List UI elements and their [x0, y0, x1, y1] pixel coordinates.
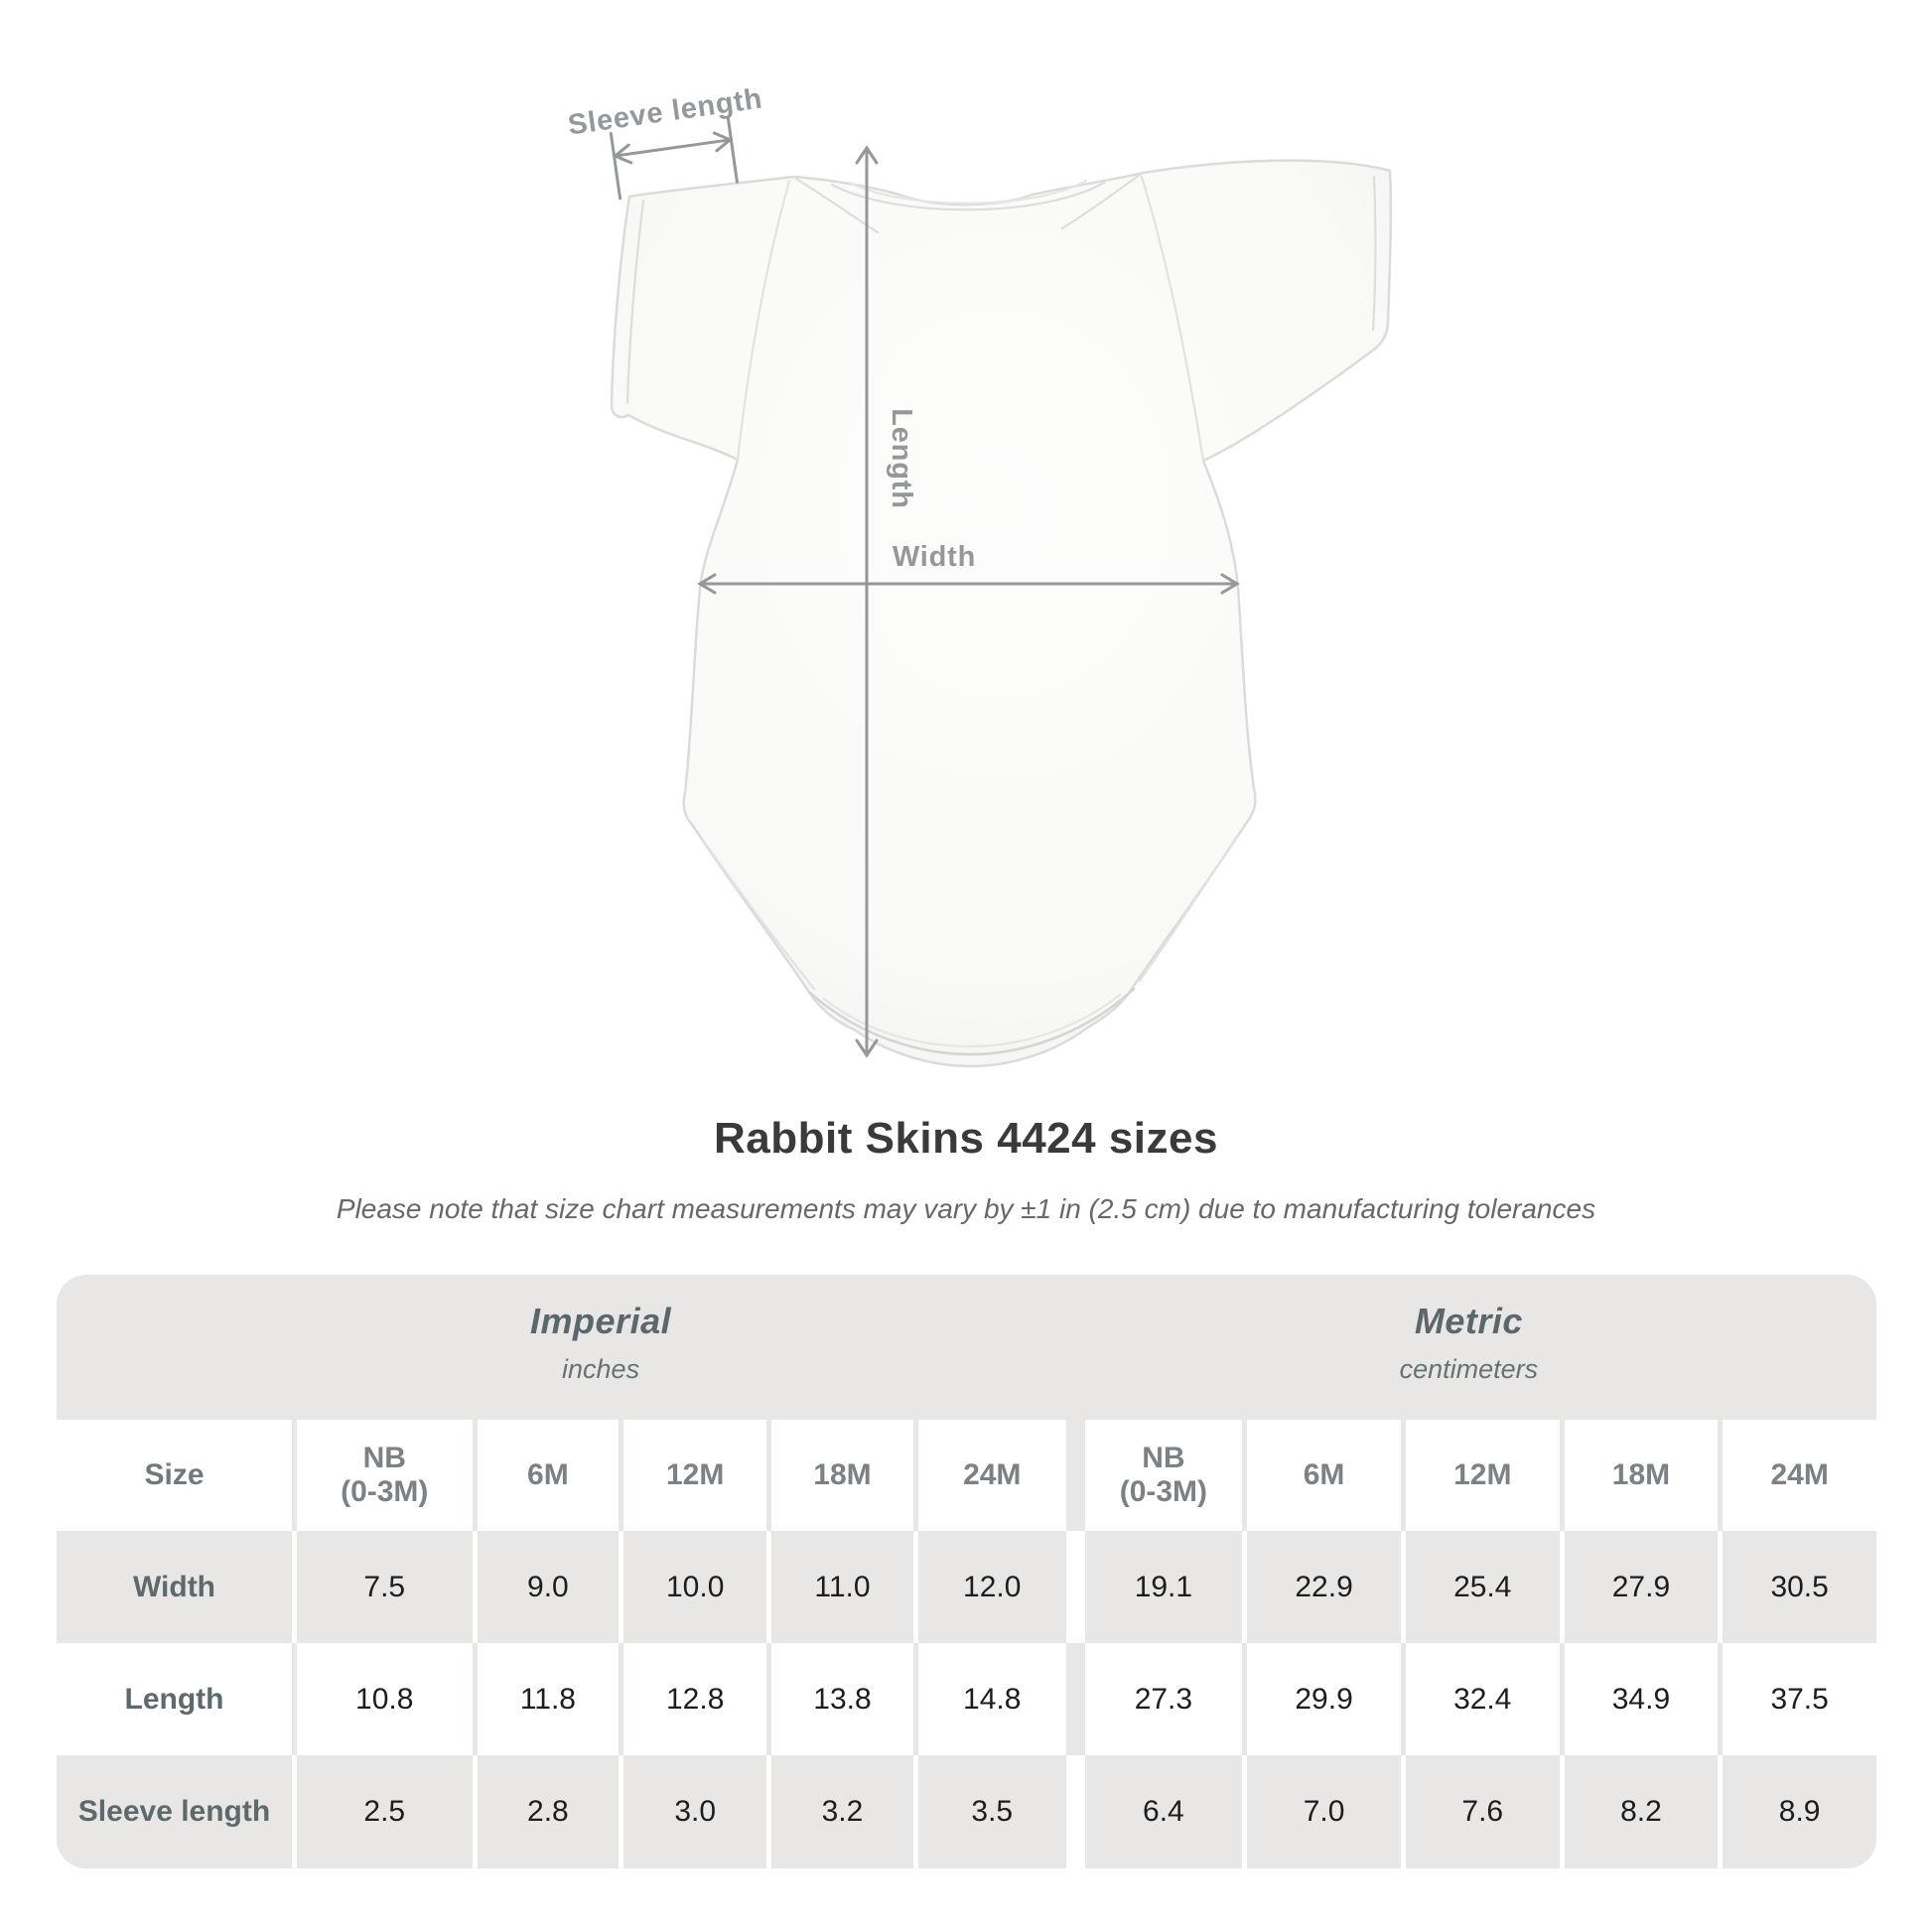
measurement-value: 19.1: [1084, 1531, 1243, 1643]
table-row-length: Length 10.8 11.8 12.8 13.8 14.8 27.3 29.9 32.4 34…: [57, 1643, 1876, 1755]
width-annotation: Width: [697, 541, 1240, 595]
section-gap: [1071, 1420, 1080, 1531]
measurement-value: 14.8: [917, 1643, 1066, 1755]
sleeve-length-arrow: [609, 115, 739, 201]
size-column-header: 18M: [771, 1420, 913, 1531]
size-column-header: 6M: [1247, 1420, 1401, 1531]
page-title: Rabbit Skins 4424 sizes: [714, 1114, 1218, 1163]
measurement-value: 6.4: [1084, 1755, 1243, 1868]
measurement-value: 3.0: [623, 1755, 767, 1868]
imperial-subtitle: inches: [562, 1354, 640, 1384]
measurement-value: 27.3: [1084, 1643, 1243, 1755]
measurement-value: 3.5: [917, 1755, 1066, 1868]
metric-subtitle: centimeters: [1399, 1354, 1539, 1384]
sleeve-length-label: Sleeve length: [566, 82, 764, 141]
section-gap: [1071, 1755, 1080, 1868]
measurement-value: 37.5: [1723, 1643, 1876, 1755]
table-row-width: Width 7.5 9.0 10.0 11.0 12.0 19.1 22.9 25.4 27.9 3…: [57, 1531, 1876, 1643]
measurement-value: 34.9: [1564, 1643, 1719, 1755]
measurement-value: 8.9: [1723, 1755, 1876, 1868]
measurement-value: 2.8: [477, 1755, 620, 1868]
measurement-value: 11.0: [771, 1531, 913, 1643]
measurement-value: 9.0: [477, 1531, 620, 1643]
section-gap: [1071, 1531, 1080, 1643]
size-column-header: 18M: [1564, 1420, 1719, 1531]
sleeve-length-annotation: Sleeve length: [566, 82, 764, 201]
metric-section-header: Metric centimeters: [1400, 1301, 1539, 1385]
measurement-value: 10.8: [297, 1643, 473, 1755]
row-label: Width: [57, 1531, 292, 1643]
measurement-value: 2.5: [297, 1755, 473, 1868]
measurement-value: 12.0: [917, 1531, 1066, 1643]
measurement-value: 29.9: [1247, 1643, 1401, 1755]
table-row-sleeve-length: Sleeve length 2.5 2.8 3.0 3.2 3.5 6.4 7.0 7.6 8.2…: [57, 1755, 1876, 1868]
measurement-value: 7.6: [1405, 1755, 1560, 1868]
length-label: Length: [886, 408, 917, 508]
row-label: Length: [57, 1643, 292, 1755]
measurement-value: 25.4: [1405, 1531, 1560, 1643]
measurement-value: 11.8: [477, 1643, 620, 1755]
measurement-value: 27.9: [1564, 1531, 1719, 1643]
unit-header-band: Imperial inches Metric centimeters: [57, 1275, 1876, 1420]
onesie-seams: [625, 173, 1377, 1056]
size-header-row: Size NB (0-3M) 6M 12M 18M 24M NB (0-3M) 6M 12M 1…: [57, 1420, 1876, 1531]
onesie-illustration: Sleeve length Length Width: [566, 82, 1393, 1068]
measurement-value: 7.5: [297, 1531, 473, 1643]
metric-title: Metric: [1414, 1301, 1523, 1341]
size-column-header: 6M: [477, 1420, 620, 1531]
measurement-value: 3.2: [771, 1755, 913, 1868]
row-label: Sleeve length: [57, 1755, 292, 1868]
onesie-body: [610, 159, 1393, 1068]
size-column-header: 12M: [1405, 1420, 1560, 1531]
measurement-value: 7.0: [1247, 1755, 1401, 1868]
size-chart-table: Imperial inches Metric centimeters Size …: [57, 1275, 1876, 1868]
imperial-section-header: Imperial inches: [530, 1301, 671, 1385]
measurement-value: 30.5: [1723, 1531, 1876, 1643]
measurement-value: 8.2: [1564, 1755, 1719, 1868]
size-column-title: Size: [57, 1420, 292, 1531]
measurement-value: 12.8: [623, 1643, 767, 1755]
size-column-header: 24M: [917, 1420, 1066, 1531]
length-annotation: Length: [855, 145, 917, 1058]
measurement-value: 10.0: [623, 1531, 767, 1643]
size-column-header: 24M: [1723, 1420, 1876, 1531]
size-column-header: 12M: [623, 1420, 767, 1531]
width-label: Width: [893, 541, 976, 573]
measurement-value: 22.9: [1247, 1531, 1401, 1643]
page-subtitle: Please note that size chart measurements…: [336, 1193, 1596, 1224]
measurement-value: 32.4: [1405, 1643, 1560, 1755]
size-column-header: NB (0-3M): [297, 1420, 473, 1531]
size-column-header: NB (0-3M): [1084, 1420, 1243, 1531]
section-gap: [1071, 1643, 1080, 1755]
table-body: Width 7.5 9.0 10.0 11.0 12.0 19.1 22.9 25.4 27.9 3…: [57, 1531, 1876, 1868]
measurement-value: 13.8: [771, 1643, 913, 1755]
imperial-title: Imperial: [530, 1301, 672, 1341]
